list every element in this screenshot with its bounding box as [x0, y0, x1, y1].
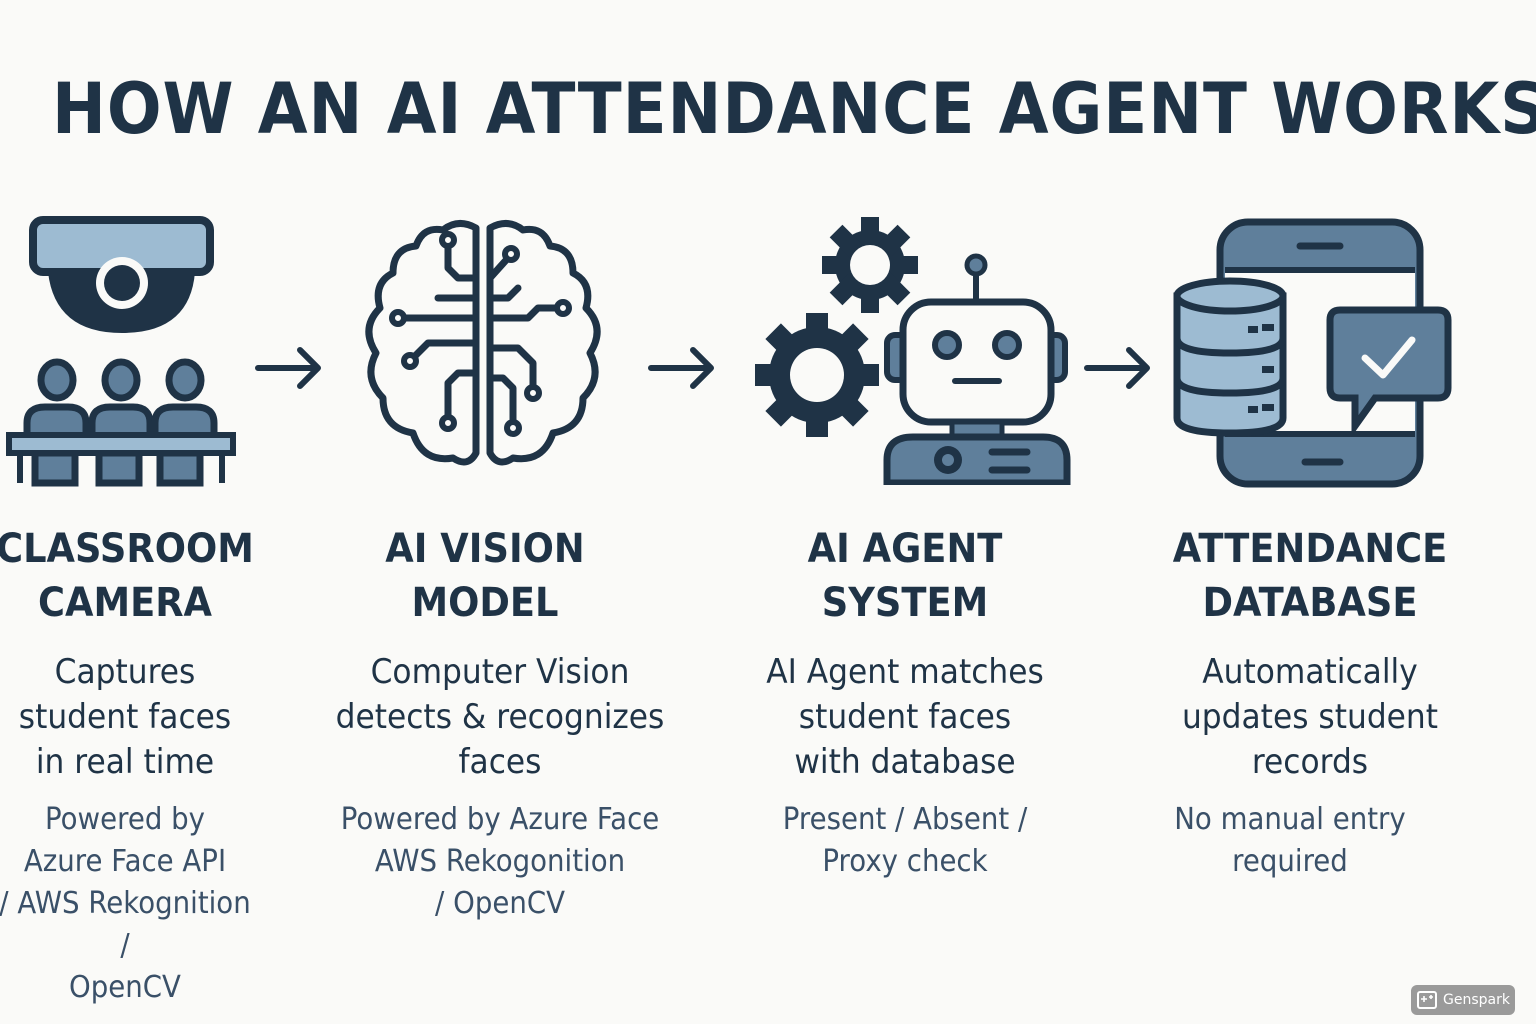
description-line: with database — [794, 742, 1016, 782]
step-heading: ATTENDANCE DATABASE — [1158, 522, 1462, 630]
watermark-text: Genspark — [1443, 992, 1510, 1008]
description-line: in real time — [35, 742, 215, 782]
classroom-camera-icon — [6, 216, 236, 487]
step-note: Present / Absent / Proxy check — [753, 799, 1057, 883]
note-line: OpenCV — [69, 970, 181, 1005]
note-line: No manual entry — [1174, 802, 1406, 837]
heading-line: SYSTEM — [821, 580, 989, 626]
heading-line: CAMERA — [37, 580, 213, 626]
note-line: Proxy check — [822, 844, 988, 879]
arrow-right-icon — [648, 347, 714, 389]
note-line: AWS Rekogonition — [374, 844, 626, 879]
description-line: records — [1251, 742, 1369, 782]
description-line: Automatically — [1202, 652, 1418, 692]
note-line: / AWS Rekognition / — [0, 886, 251, 963]
step-heading: AI AGENT SYSTEM — [753, 522, 1057, 630]
heading-line: DATABASE — [1202, 580, 1418, 626]
genspark-watermark: Genspark — [1411, 985, 1515, 1015]
note-line: Present / Absent / — [782, 802, 1028, 837]
note-line: Powered by — [45, 802, 205, 837]
heading-line: MODEL — [411, 580, 559, 626]
heading-line: CLASSROOM — [0, 526, 254, 572]
step-attendance-database: ATTENDANCE DATABASE Automatically updates … — [1145, 522, 1475, 883]
step-classroom-camera: CLASSROOM CAMERA Captures student faces in … — [0, 522, 270, 1009]
database-phone-check-icon — [1173, 218, 1452, 488]
description-line: Computer Vision — [370, 652, 630, 692]
step-ai-agent-system: AI AGENT SYSTEM AI Agent matches student f… — [740, 522, 1070, 883]
description-line: Captures — [54, 652, 196, 692]
step-note: No manual entry required — [1120, 799, 1460, 883]
description-line: faces — [458, 742, 542, 782]
description-line: updates student — [1181, 697, 1439, 737]
description-line: student faces — [798, 697, 1012, 737]
arrow-right-icon — [255, 347, 321, 389]
description-line: detects & recognizes — [335, 697, 665, 737]
note-line: Powered by Azure Face — [340, 802, 660, 837]
step-description: Captures student faces in real time — [0, 650, 258, 785]
step-ai-vision-model: AI VISION MODEL Computer Vision detects & … — [320, 522, 680, 925]
sparkle-icon — [1417, 991, 1437, 1009]
step-description: AI Agent matches student faces with databa… — [753, 650, 1057, 785]
step-note: Powered by Azure Face AWS Rekogonition / O… — [334, 799, 665, 925]
step-heading: AI VISION MODEL — [306, 522, 665, 630]
page-title: HOW AN AI ATTENDANCE AGENT WORKS — [52, 68, 1536, 150]
arrow-right-icon — [1084, 347, 1150, 389]
heading-line: AI AGENT — [807, 526, 1003, 572]
robot-gears-icon — [755, 217, 1071, 485]
heading-line: ATTENDANCE — [1172, 526, 1448, 572]
note-line: / OpenCV — [435, 886, 565, 921]
heading-line: AI VISION — [385, 526, 585, 572]
description-line: AI Agent matches — [766, 652, 1044, 692]
note-line: required — [1232, 844, 1348, 879]
note-line: Azure Face API — [23, 844, 227, 879]
step-description: Computer Vision detects & recognizes faces — [334, 650, 665, 785]
description-line: student faces — [18, 697, 232, 737]
brain-circuit-icon — [365, 220, 601, 466]
step-description: Automatically updates student records — [1158, 650, 1462, 785]
step-heading: CLASSROOM CAMERA — [0, 522, 258, 630]
step-note: Powered by Azure Face API / AWS Rekognitio… — [0, 799, 258, 1009]
